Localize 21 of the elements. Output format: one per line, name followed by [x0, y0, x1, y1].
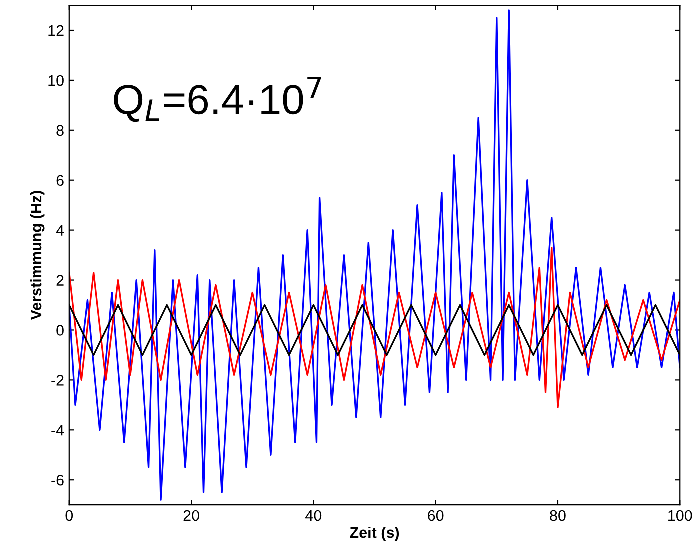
annotation: Q$_{L}$=6.4·10$^{7}$: [114, 77, 322, 122]
y-tick-label: 10: [48, 75, 64, 86]
line-series: [69, 246, 680, 408]
y-tick-label: -6: [52, 474, 64, 486]
y-tick-label: 0: [56, 325, 64, 336]
y-axis-title: Verstimmung (Hz): [30, 191, 45, 320]
x-tick-label: 80: [550, 510, 566, 522]
y-tick-label: 6: [56, 175, 64, 186]
y-tick-label: 12: [48, 25, 64, 36]
x-axis-title: Zeit (s): [350, 526, 400, 542]
y-tick-label: 2: [56, 275, 64, 286]
x-tick-label: 20: [184, 510, 200, 522]
x-tick-label: 40: [306, 510, 322, 522]
x-tick-label: 60: [428, 510, 444, 522]
y-tick-label: 8: [56, 125, 64, 136]
y-tick-label: -4: [52, 425, 64, 436]
y-tick-label: 4: [56, 225, 64, 236]
x-tick-label: 0: [66, 510, 74, 522]
line-series: [69, 10, 680, 501]
x-tick-label: 100: [668, 510, 692, 522]
y-tick-label: -2: [52, 375, 64, 386]
